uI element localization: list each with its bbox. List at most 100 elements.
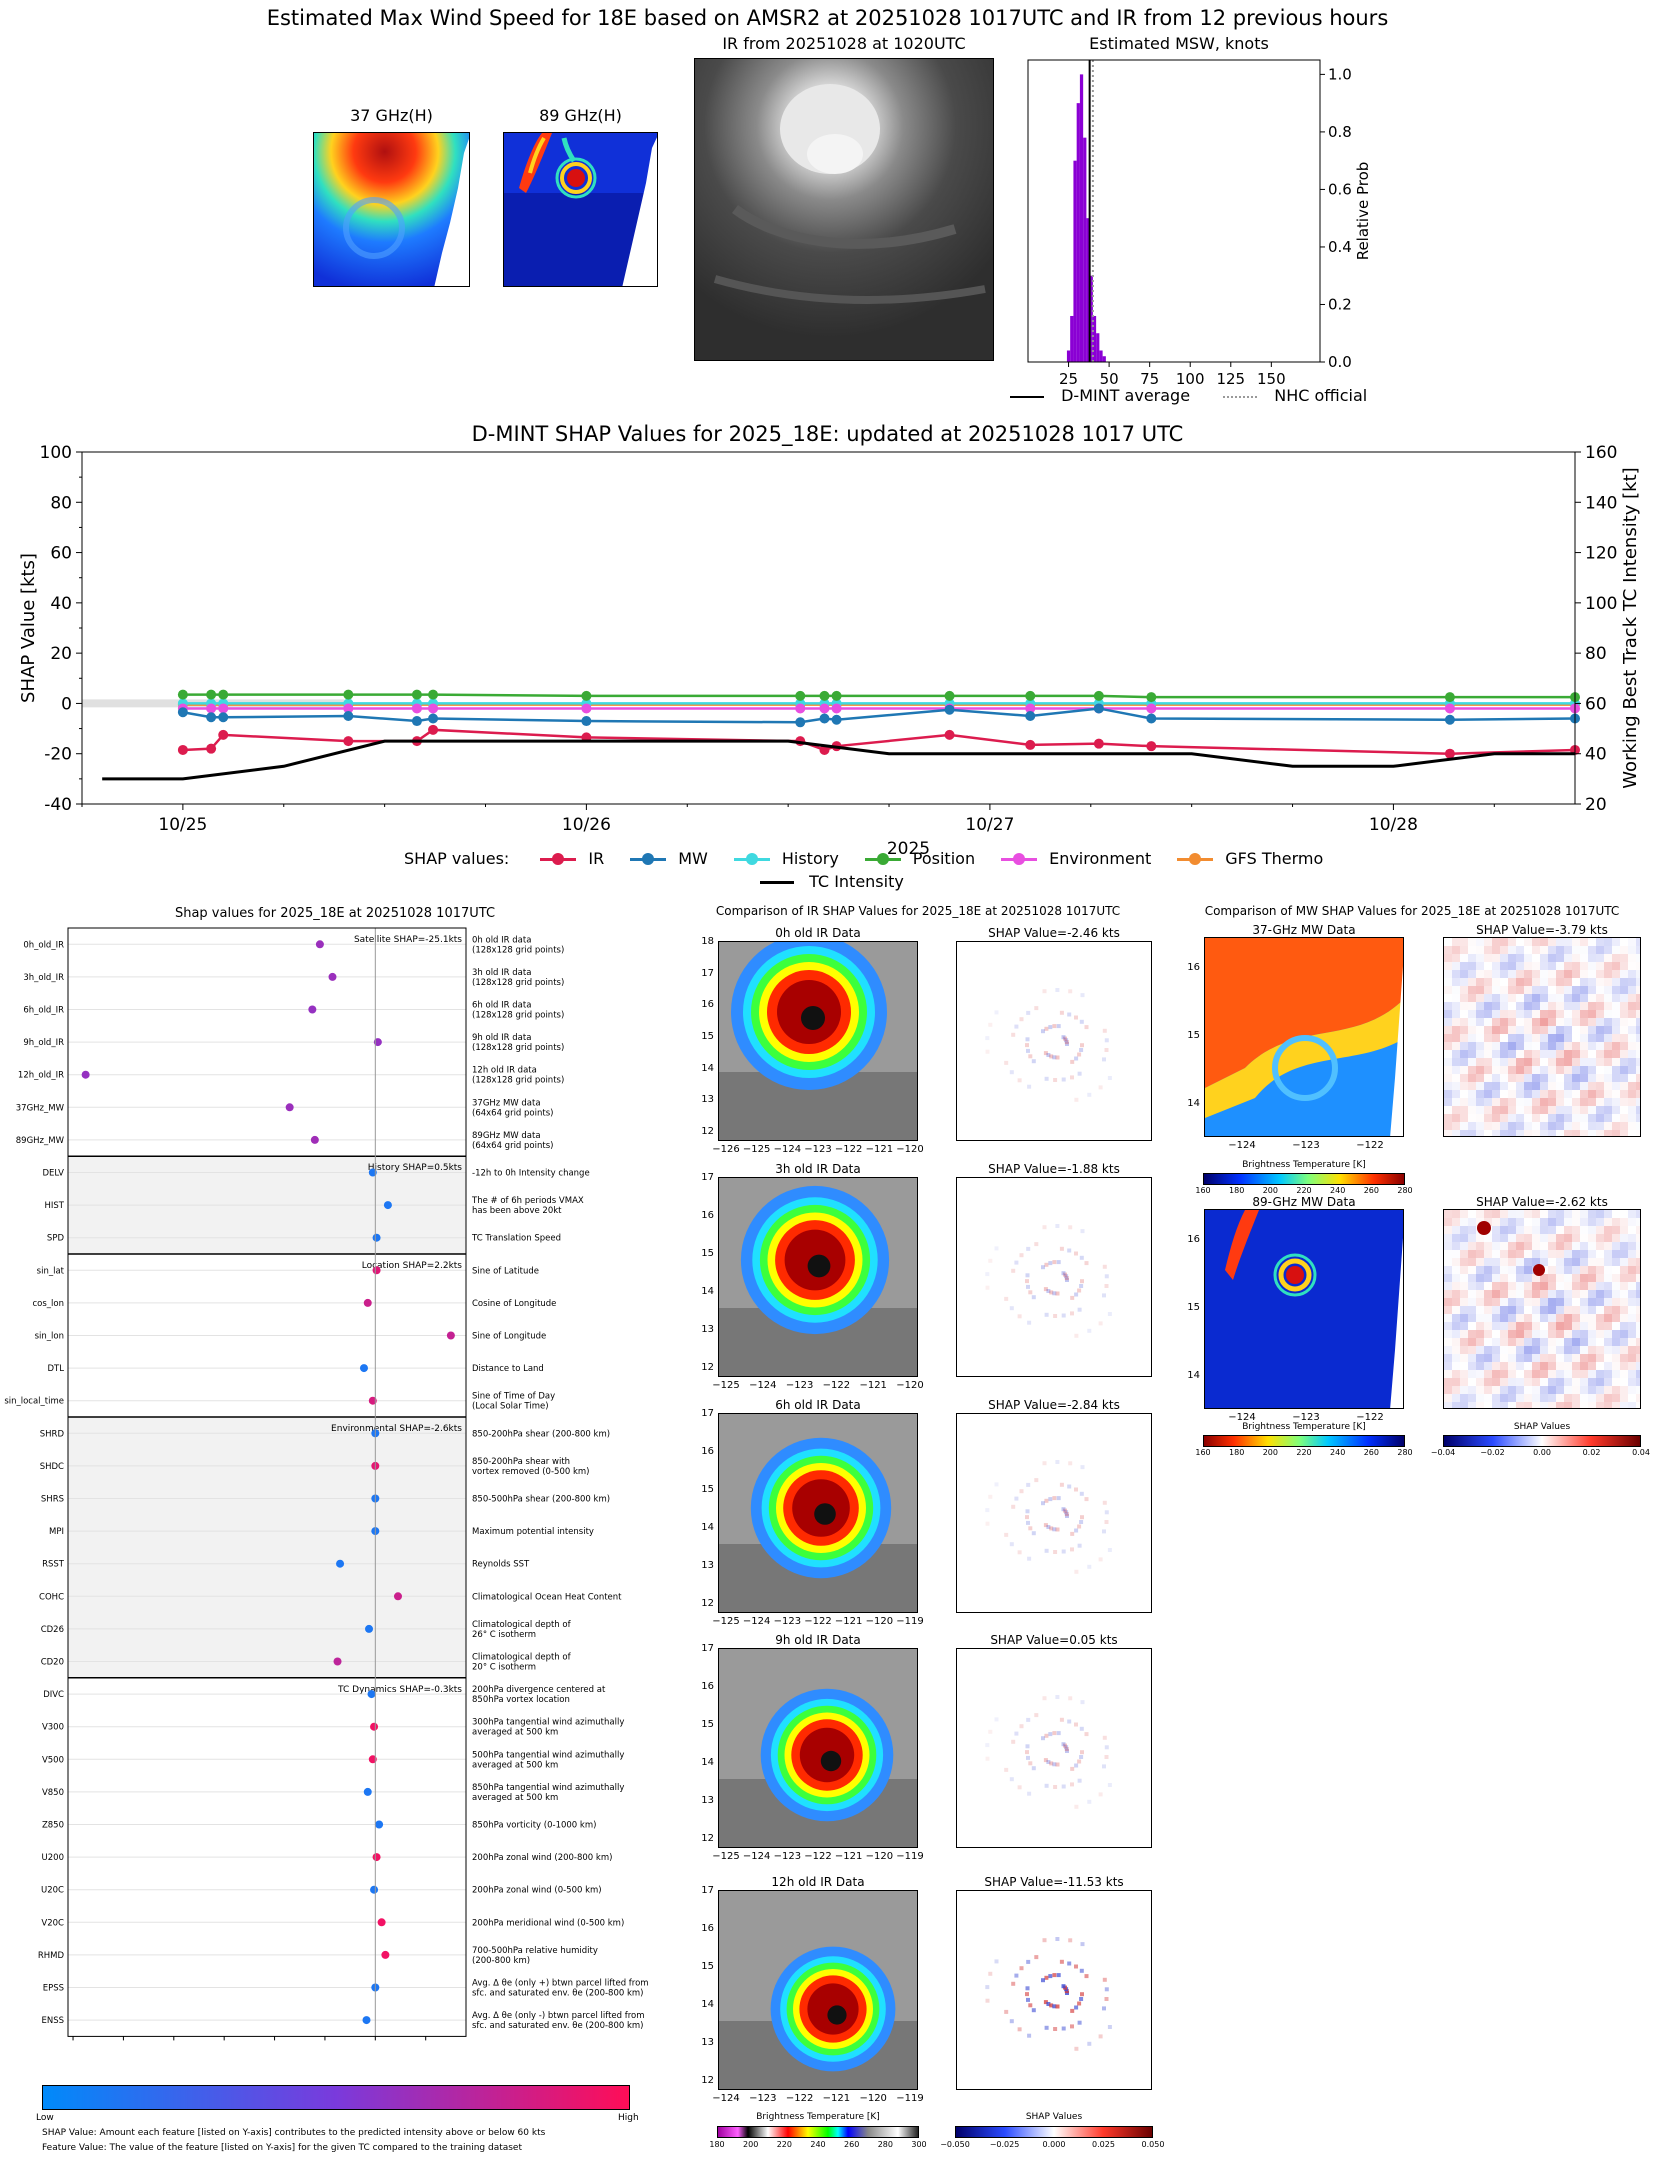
panel-89ghz-title: 89 GHz(H) [539, 106, 622, 125]
mw-panel-title: 89-GHz MW Data [1252, 1195, 1356, 1209]
feature-shap-point [362, 2016, 371, 2025]
ir-panel-y-tick: 15 [701, 1248, 714, 1259]
series-point-position [1146, 692, 1157, 703]
ir-brightness-colorbar [717, 2126, 919, 2138]
feature-name: Z850 [42, 1821, 64, 1831]
ir-panel-x-tick: −122 [804, 1851, 832, 1862]
series-point-ir [1093, 738, 1104, 749]
ir-panel-image [718, 1648, 918, 1848]
shap-ts-legend: SHAP values: IR MW History Position Environm… [404, 849, 1323, 868]
ir-shap-colorbar [955, 2126, 1153, 2138]
legend-item-position: Position [864, 849, 975, 868]
ir-panel-x-tick: −123 [773, 1616, 802, 1627]
feature-name: DELV [42, 1169, 64, 1179]
hist-bar [1076, 103, 1080, 362]
series-point-environment [411, 703, 422, 714]
ir-panel-y-tick: 15 [701, 1031, 714, 1042]
ir-panel-x-tick: −119 [896, 2093, 924, 2104]
mw-shap-panel-image [1443, 1209, 1641, 1409]
feature-description: (200-800 km) [472, 1956, 530, 1966]
ts-y-tick-label: 20 [50, 644, 72, 664]
series-point-position [206, 689, 217, 700]
legend-marker-position [864, 853, 901, 865]
colorbar-tick: 280 [1397, 1186, 1413, 1195]
legend-label-ir: IR [588, 849, 605, 868]
feature-description: (Local Solar Time) [472, 1402, 549, 1412]
mw-panel-x-tick: −123 [1292, 1140, 1320, 1151]
mw-panel-y-tick: 15 [1187, 1030, 1200, 1041]
ir-panel-y-tick: 12 [701, 1833, 714, 1844]
feature-name: V500 [42, 1755, 64, 1765]
ir-shap-svg [985, 1460, 1112, 1574]
mw-shap-colorbar-label: SHAP Values [1513, 1422, 1571, 1432]
hist-bar [1102, 356, 1106, 362]
legend-label-gfs-thermo: GFS Thermo [1225, 849, 1324, 868]
series-point-environment [206, 703, 217, 714]
shap-ts-title: D-MINT SHAP Values for 2025_18E: updated… [471, 422, 1184, 446]
ts-x-axis-label: 2025 [887, 839, 930, 859]
ir-panel-x-tick: −121 [859, 1380, 887, 1391]
colorbar-tick: 260 [844, 2140, 860, 2149]
ts-y2-tick-label: 120 [1585, 544, 1617, 564]
hist-bar [1092, 315, 1097, 362]
ir-panel-x-tick: −121 [865, 1144, 894, 1155]
series-point-ir [1146, 741, 1157, 752]
feature-name: RHMD [38, 1951, 65, 1961]
series-point-mw [206, 712, 217, 723]
ts-x-tick-label: 10/28 [1369, 815, 1418, 835]
feature-description: 850-200hPa shear with [472, 1457, 570, 1467]
series-point-mw [428, 713, 439, 724]
ir-panel-y-tick: 16 [701, 1210, 714, 1221]
feature-description: Climatological depth of [472, 1620, 572, 1630]
ir-panel-x-tick: −121 [834, 1851, 863, 1862]
feature-name: RSST [42, 1560, 65, 1570]
colorbar-tick: 240 [1330, 1186, 1346, 1195]
feature-shap-point [365, 1624, 374, 1633]
series-point-position [1093, 690, 1104, 701]
hist-x-tick-label: 125 [1216, 370, 1245, 388]
ir-panel-svg [719, 1414, 917, 1612]
ir-panel-x-tick: −120 [865, 1616, 894, 1627]
mw-shap-colorbar-ticks: −0.04 −0.02 0.00 0.02 0.04 [1431, 1448, 1650, 1460]
legend-item-environment: Environment [1001, 849, 1151, 868]
hist-y-tick-label: 0.6 [1328, 180, 1352, 198]
feature-description: (128x128 grid points) [472, 1043, 564, 1053]
feature-description: averaged at 500 km [472, 1793, 558, 1803]
colorbar-tick: 0.000 [1042, 2140, 1066, 2149]
feature-value-colorbar [42, 2085, 630, 2110]
tc-legend: TC Intensity [760, 872, 904, 891]
ts-y2-tick-label: 60 [1585, 694, 1607, 714]
feature-shap-point [383, 1201, 392, 1210]
ts-y-tick-label: 0 [61, 694, 72, 714]
feature-description: Maximum potential intensity [472, 1527, 594, 1537]
ts-y-tick-label: 80 [50, 493, 72, 513]
feature-description: Climatological Ocean Heat Content [472, 1592, 622, 1602]
colorbar-tick: 0.00 [1533, 1448, 1551, 1457]
colorbar-tick: −0.04 [1430, 1448, 1456, 1457]
colorbar-tick: 0.050 [1141, 2140, 1165, 2149]
ir-shap-svg [985, 1695, 1112, 1809]
mw-panel-y-tick: 14 [1187, 1098, 1200, 1109]
colorbar-tick: 260 [1363, 1448, 1379, 1457]
feature-name: U20C [41, 1886, 64, 1896]
feature-name: HIST [45, 1201, 65, 1211]
colorbar-low: Low [36, 2113, 54, 2123]
feature-description: vortex removed (0-500 km) [472, 1467, 589, 1477]
series-point-mw [831, 714, 842, 725]
ir-colorbar-label: Brightness Temperature [K] [756, 2112, 880, 2122]
ir-shap-panel-title: SHAP Value=-2.46 kts [988, 926, 1120, 940]
feature-description: 850hPa vorticity (0-1000 km) [472, 1821, 596, 1831]
feature-shap-point [81, 1070, 90, 1079]
series-point-position [581, 690, 592, 701]
feature-description: TC Translation Speed [471, 1234, 561, 1244]
panel-37ghz-image [313, 132, 470, 287]
feature-description: Avg. Δ θe (only -) btwn parcel lifted fr… [472, 2011, 645, 2021]
ts-y-axis-label: SHAP Value [kts] [18, 553, 39, 703]
mw37-colorbar-label: Brightness Temperature [K] [1242, 1160, 1366, 1170]
series-point-environment [1444, 703, 1455, 714]
colorbar-tick: 160 [1195, 1186, 1211, 1195]
ir-shap-panel-title: SHAP Value=-1.88 kts [988, 1162, 1120, 1176]
colorbar-high: High [618, 2113, 639, 2123]
colorbar-tick: −0.025 [989, 2140, 1020, 2149]
ir-panel-x-tick: −126 [712, 1144, 740, 1155]
